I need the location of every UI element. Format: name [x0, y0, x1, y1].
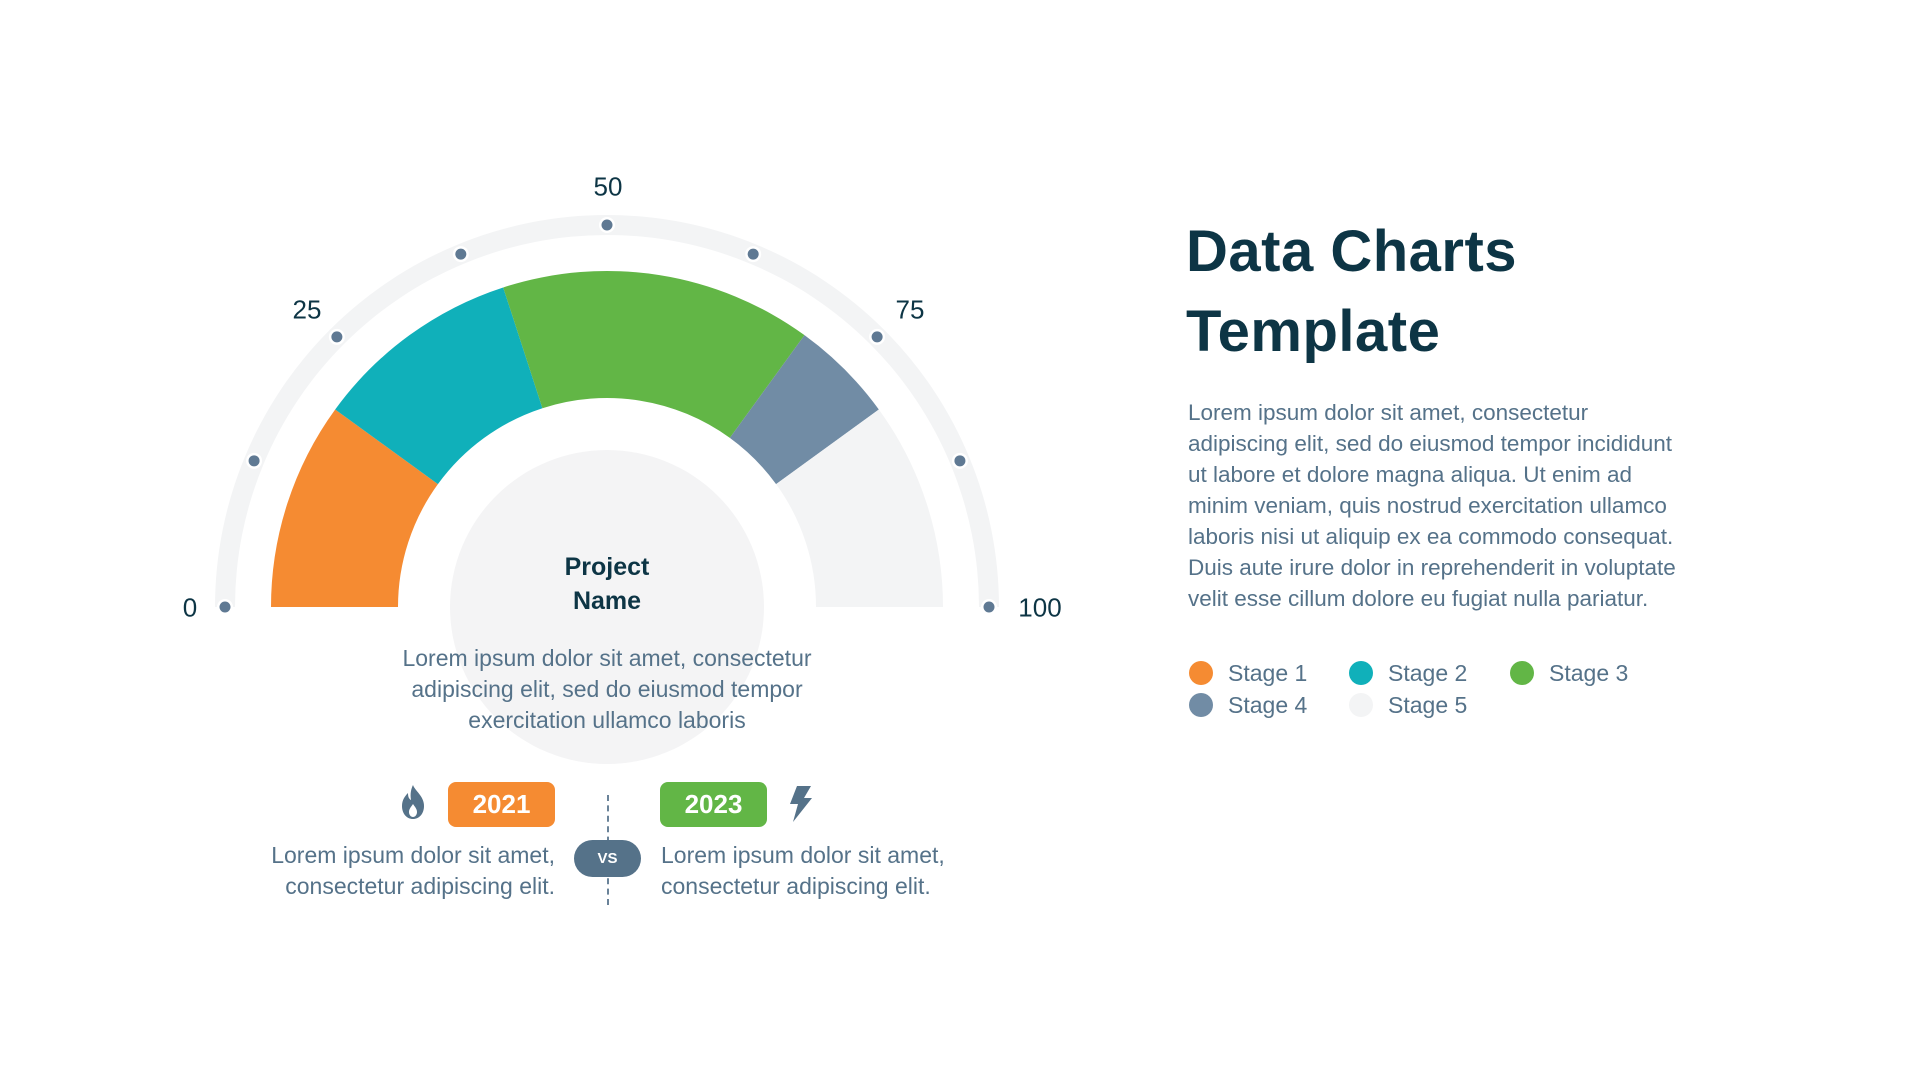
year-badge-2021: 2021 — [448, 782, 555, 827]
legend-label: Stage 3 — [1549, 659, 1629, 686]
legend-item-stage-2: Stage 2 — [1349, 659, 1467, 687]
lightning-bolt-icon — [790, 786, 812, 822]
gauge-segment-stage-1 — [271, 409, 438, 607]
tick-dot — [219, 601, 231, 613]
tick-dot — [871, 331, 883, 343]
comparison-left-line: consectetur adipiscing elit. — [285, 873, 555, 899]
description-line: laboris nisi ut aliquip ex ea commodo co… — [1188, 524, 1674, 549]
legend-swatch-stage-5 — [1349, 693, 1373, 717]
comparison-right-text: Lorem ipsum dolor sit amet, consectetur … — [661, 840, 991, 902]
legend-swatch-stage-4 — [1189, 693, 1213, 717]
tick-dot — [455, 248, 467, 260]
comparison-left-line: Lorem ipsum dolor sit amet, — [271, 842, 555, 868]
tick-dot — [331, 331, 343, 343]
comparison-right-line: consectetur adipiscing elit. — [661, 873, 931, 899]
tick-dot — [601, 219, 613, 231]
gauge-description: Lorem ipsum dolor sit amet, consectetur … — [357, 643, 857, 736]
vs-badge: VS — [574, 840, 641, 877]
tick-dot — [983, 601, 995, 613]
description-line: adipiscing elit, sed do eiusmod tempor i… — [1188, 431, 1673, 456]
tick-label-25: 25 — [292, 294, 322, 325]
tick-label-75: 75 — [895, 294, 925, 325]
description-line: minim veniam, quis nostrud exercitation … — [1188, 493, 1667, 518]
legend-label: Stage 1 — [1228, 659, 1308, 686]
gauge-tick-dots — [217, 217, 997, 615]
legend-item-stage-3: Stage 3 — [1510, 659, 1628, 687]
description-paragraph: Lorem ipsum dolor sit amet, consectetur … — [1188, 397, 1748, 614]
tick-label-100: 100 — [1018, 592, 1062, 623]
tick-dot — [248, 455, 260, 467]
description-line: ut labore et dolore magna aliqua. Ut eni… — [1188, 462, 1633, 487]
gauge-description-line: adipiscing elit, sed do eiusmod tempor — [411, 676, 803, 702]
flame-icon — [402, 785, 424, 819]
gauge-segment-stage-5 — [776, 409, 943, 607]
description-line: Lorem ipsum dolor sit amet, consectetur — [1188, 400, 1589, 425]
page-title-line-1: Data Charts — [1186, 219, 1518, 284]
legend-swatch-stage-2 — [1349, 661, 1373, 685]
gauge-segment-stage-2 — [335, 287, 543, 485]
description-line: Duis aute irure dolor in reprehenderit i… — [1188, 555, 1676, 580]
legend-item-stage-4: Stage 4 — [1189, 691, 1307, 719]
legend-swatch-stage-3 — [1510, 661, 1534, 685]
page-title: Data Charts Template — [1186, 212, 1517, 372]
description-line: velit esse cillum dolore eu fugiat nulla… — [1188, 586, 1649, 611]
tick-label-50: 50 — [593, 171, 623, 202]
legend-label: Stage 4 — [1228, 691, 1308, 718]
comparison-right-line: Lorem ipsum dolor sit amet, — [661, 842, 945, 868]
gauge-inner-disc — [450, 450, 764, 764]
legend-swatch-stage-1 — [1189, 661, 1213, 685]
tick-dot — [954, 455, 966, 467]
legend-item-stage-1: Stage 1 — [1189, 659, 1307, 687]
gauge-segments — [271, 271, 943, 607]
gauge-segment-stage-4 — [729, 335, 879, 485]
project-name: Project Name — [457, 550, 757, 618]
gauge-description-line: Lorem ipsum dolor sit amet, consectetur — [402, 645, 812, 671]
legend-label: Stage 2 — [1388, 659, 1468, 686]
gauge-description-line: exercitation ullamco laboris — [468, 707, 746, 733]
legend-label: Stage 5 — [1388, 691, 1468, 718]
project-name-line-2: Name — [572, 587, 642, 615]
year-badge-2023: 2023 — [660, 782, 767, 827]
gauge-segment-stage-3 — [503, 271, 805, 438]
tick-label-0: 0 — [182, 592, 198, 623]
project-name-line-1: Project — [564, 553, 650, 581]
page-title-line-2: Template — [1186, 299, 1441, 364]
legend-item-stage-5: Stage 5 — [1349, 691, 1467, 719]
comparison-left-text: Lorem ipsum dolor sit amet, consectetur … — [225, 840, 555, 902]
tick-dot — [747, 248, 759, 260]
